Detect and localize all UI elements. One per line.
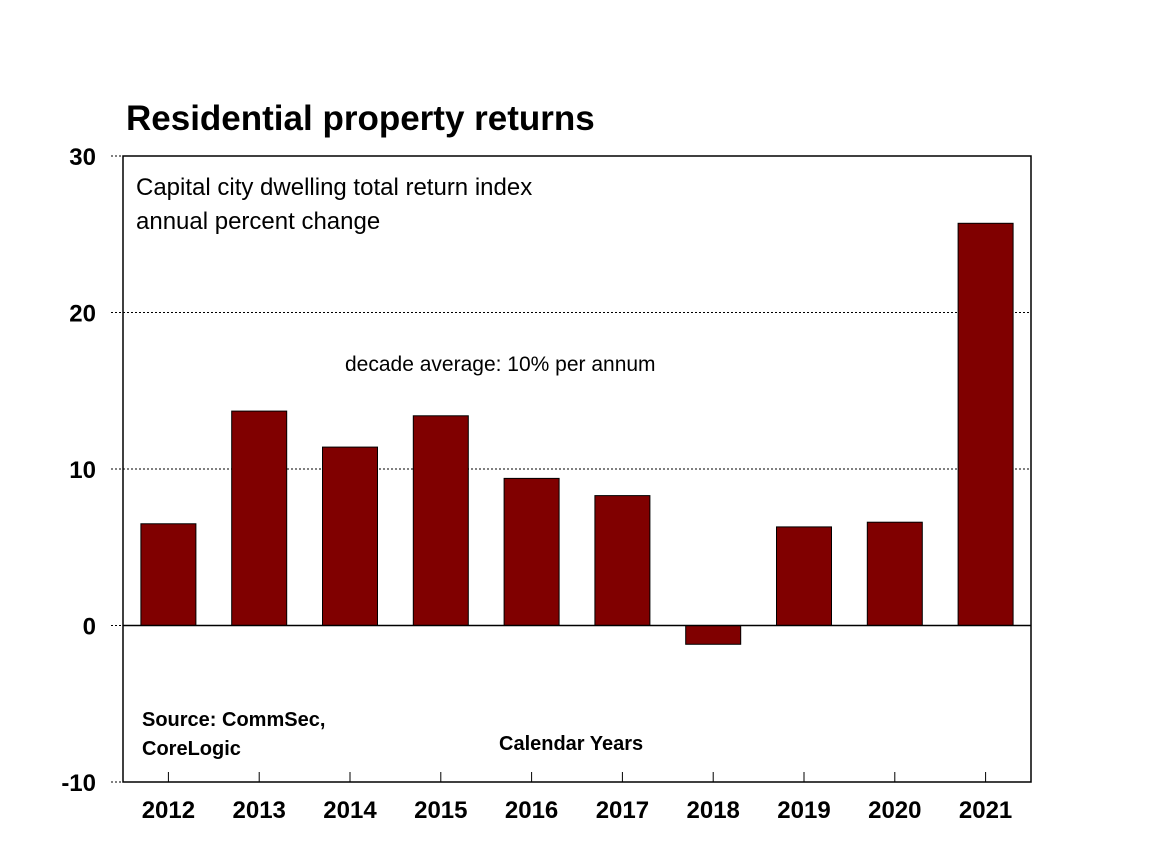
bar-2017 <box>594 495 651 627</box>
chart-title: Residential property returns <box>126 99 595 138</box>
subtitle-line-2: annual percent change <box>136 208 380 235</box>
source-line-2: CoreLogic <box>142 738 241 760</box>
x-tick-label: 2019 <box>777 797 830 824</box>
bar-2014 <box>322 446 378 626</box>
bar-2016 <box>503 477 560 627</box>
x-tick-label: 2017 <box>596 797 649 824</box>
x-tick-label: 2021 <box>959 797 1012 824</box>
x-tick-label: 2013 <box>233 797 286 824</box>
subtitle-line-1: Capital city dwelling total return index <box>136 174 532 201</box>
y-tick-label: 0 <box>83 614 96 641</box>
x-tick-label: 2018 <box>687 797 740 824</box>
y-tick-label: 10 <box>69 457 96 484</box>
y-tick-label: 20 <box>69 301 96 328</box>
x-tick-label: 2014 <box>323 797 377 824</box>
x-tick-label: 2016 <box>505 797 558 824</box>
x-axis-label: Calendar Years <box>499 733 643 755</box>
y-tick-label: -10 <box>61 770 96 797</box>
bar-2020 <box>866 521 923 627</box>
x-tick-label: 2012 <box>142 797 195 824</box>
bar-2015 <box>412 415 469 627</box>
bar-2021 <box>957 222 1014 626</box>
x-tick-label: 2015 <box>414 797 467 824</box>
bar-2019 <box>776 526 832 627</box>
bar-2018 <box>685 625 742 645</box>
bar-2012 <box>140 523 197 627</box>
decade-average-annotation: decade average: 10% per annum <box>345 353 656 376</box>
bar-2013 <box>231 410 288 626</box>
source-line-1: Source: CommSec, <box>142 709 325 731</box>
x-tick-label: 2020 <box>868 797 921 824</box>
y-tick-label: 30 <box>69 144 96 171</box>
